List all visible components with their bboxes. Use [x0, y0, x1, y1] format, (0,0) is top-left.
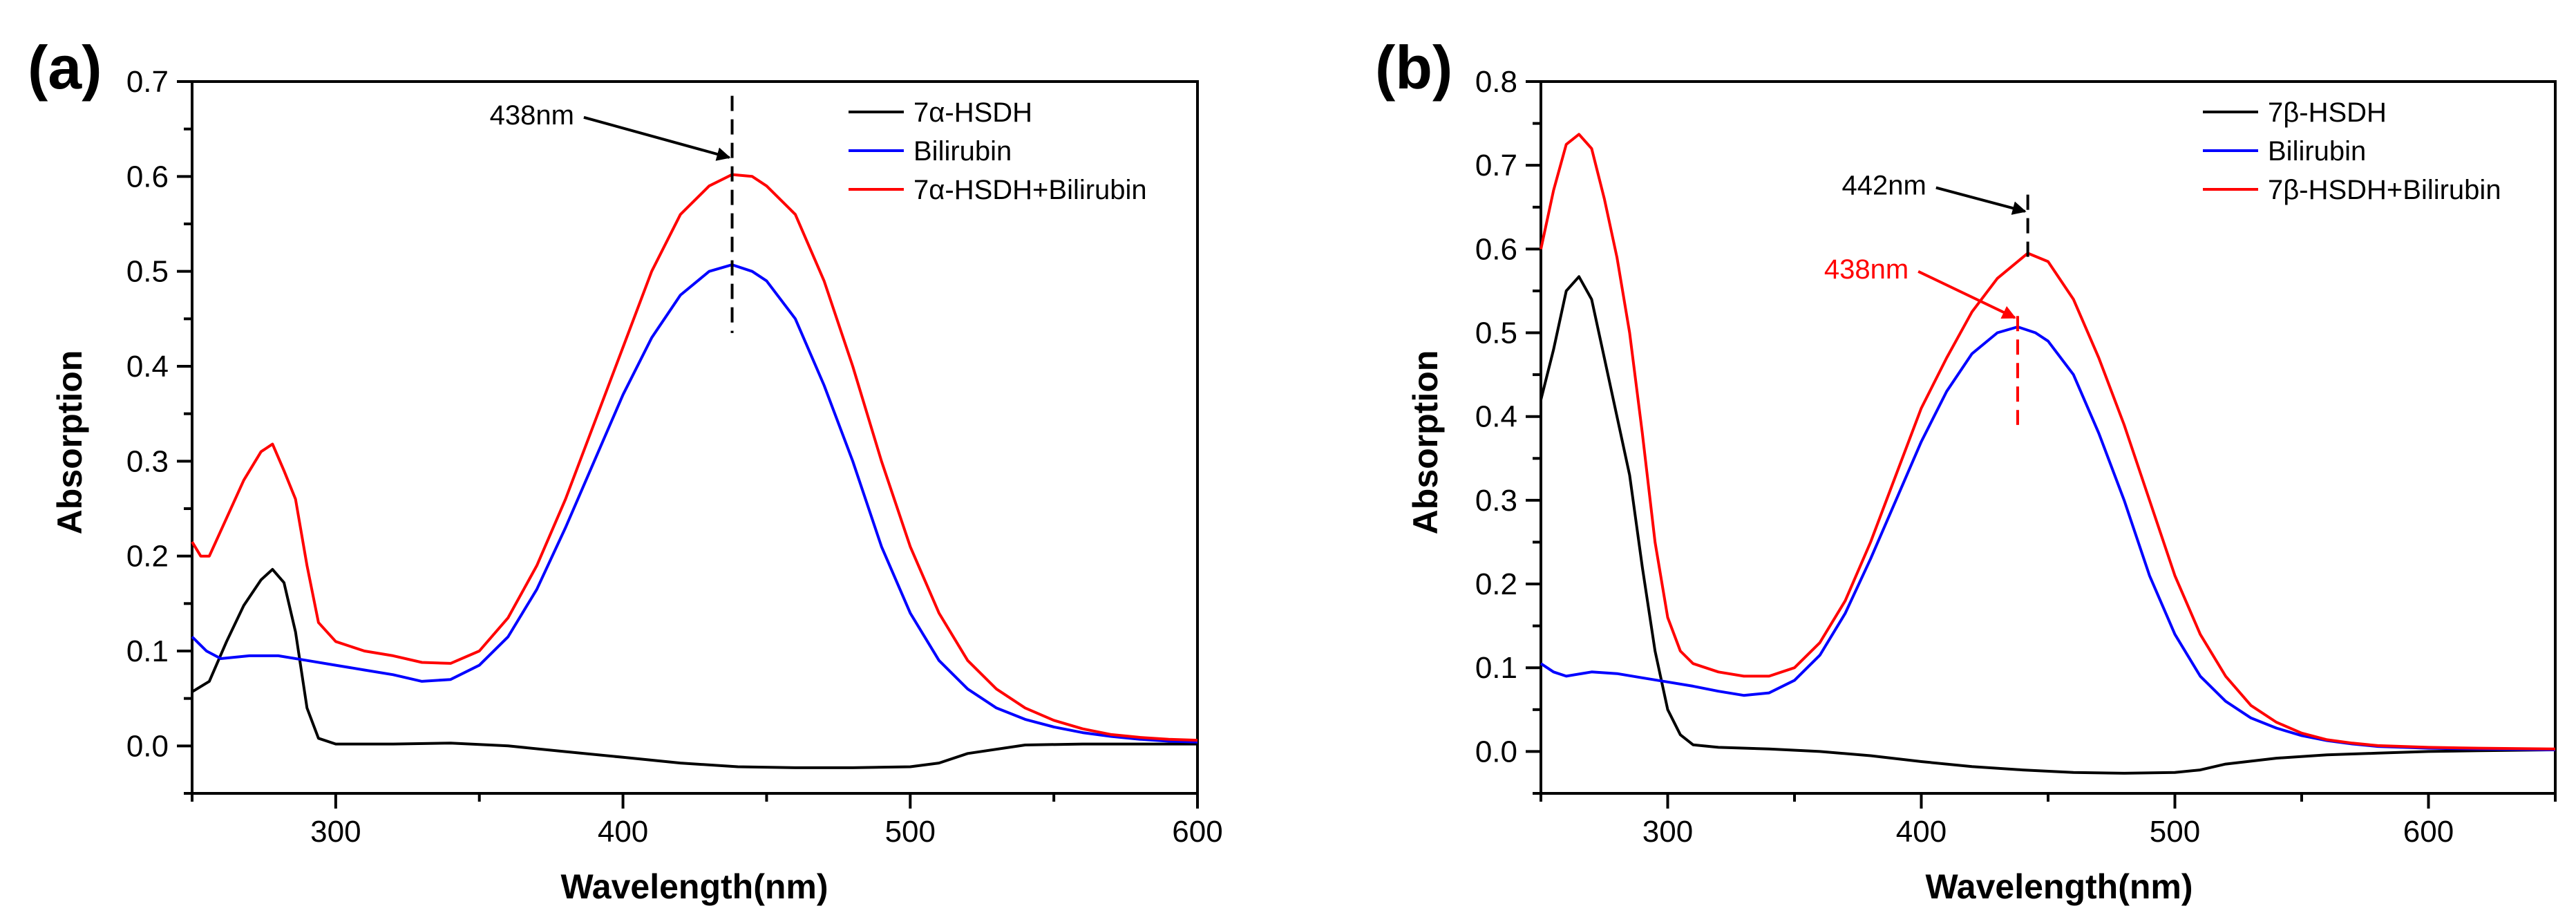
- plot-frame-a: [191, 80, 1199, 795]
- y-tick-label-b: 0.3: [1475, 484, 1517, 518]
- legend-label-b-1: 7β-HSDH: [2268, 97, 2387, 128]
- panel-a: (a) 300 400 500 600 0.0 0.1 0.2 0.3 0.4 0.5 0.6 0.7…: [28, 33, 1223, 906]
- series-line-a-2: [191, 263, 1198, 744]
- y-tick-label-a: 0.7: [126, 65, 169, 99]
- y-axis-title-a: Absorption: [50, 350, 89, 535]
- y-tick-label-b: 0.2: [1475, 567, 1517, 601]
- y-tick-label-a: 0.0: [126, 729, 169, 763]
- peak-label-b-2: 438nm: [1824, 254, 1909, 285]
- y-tick-label-a: 0.4: [126, 350, 169, 384]
- legend-label-b-3: 7β-HSDH+Bilirubin: [2268, 175, 2501, 205]
- y-tick-label-b: 0.0: [1475, 735, 1517, 768]
- legend-label-a-1: 7α-HSDH: [913, 97, 1032, 128]
- y-tick-label-b: 0.1: [1475, 651, 1517, 685]
- y-tick-label-a: 0.2: [126, 540, 169, 574]
- y-tick-label-b: 0.4: [1475, 400, 1517, 434]
- peak-label-a-1: 438nm: [490, 100, 574, 131]
- y-tick-label-b: 0.5: [1475, 317, 1517, 350]
- x-tick-label-a: 300: [310, 815, 361, 849]
- x-tick-label-b: 400: [1896, 815, 1947, 849]
- y-tick-label-a: 0.3: [126, 444, 169, 478]
- y-tick-label-b: 0.8: [1475, 65, 1517, 99]
- y-tick-label-a: 0.1: [126, 634, 169, 668]
- series-line-b-1: [1540, 275, 2556, 775]
- x-axis-title-b: Wavelength(nm): [1925, 867, 2193, 906]
- y-tick-label-b: 0.6: [1475, 232, 1517, 266]
- series-line-a-3: [191, 173, 1198, 742]
- panel-b: (b) 300 400 500 600 0.0 0.1 0.2 0.3 0.4 0.5 0.6 0.7…: [1375, 33, 2557, 906]
- y-tick-label-a: 0.5: [126, 255, 169, 289]
- legend-label-b-2: Bilirubin: [2268, 136, 2366, 167]
- x-tick-label-a: 600: [1172, 815, 1222, 849]
- plot-area-a: 300 400 500 600 0.0 0.1 0.2 0.3 0.4 0.5 0.6 0.7 438n…: [126, 65, 1223, 849]
- x-tick-label-b: 500: [2150, 815, 2200, 849]
- legend-b: 7β-HSDH Bilirubin 7β-HSDH+Bilirubin: [2203, 97, 2501, 205]
- x-tick-label-b: 300: [1642, 815, 1693, 849]
- series-line-b-3: [1540, 133, 2556, 751]
- peak-arrow-a-1: [583, 115, 731, 161]
- panel-label-a: (a): [28, 33, 102, 102]
- y-tick-label-b: 0.7: [1475, 149, 1517, 182]
- legend-label-a-3: 7α-HSDH+Bilirubin: [913, 175, 1147, 205]
- y-axis-title-b: Absorption: [1406, 350, 1445, 535]
- plot-area-b: 300 400 500 600 0.0 0.1 0.2 0.3 0.4 0.5 0.6 0.7 0.8 4…: [1475, 65, 2557, 849]
- x-tick-label-b: 600: [2403, 815, 2454, 849]
- legend-label-a-2: Bilirubin: [913, 136, 1012, 167]
- peak-arrow-b-2: [1917, 270, 2016, 319]
- panel-label-b: (b): [1375, 33, 1452, 102]
- peak-label-b-1: 442nm: [1842, 171, 1926, 201]
- y-tick-label-a: 0.6: [126, 160, 169, 194]
- legend-a: 7α-HSDH Bilirubin 7α-HSDH+Bilirubin: [849, 97, 1147, 205]
- x-tick-label-a: 500: [885, 815, 936, 849]
- series-line-a-1: [191, 567, 1197, 769]
- x-axis-title-a: Wavelength(nm): [560, 867, 828, 906]
- series-line-b-2: [1540, 326, 2556, 751]
- peak-arrow-b-1: [1935, 186, 2027, 215]
- x-tick-label-a: 400: [598, 815, 648, 849]
